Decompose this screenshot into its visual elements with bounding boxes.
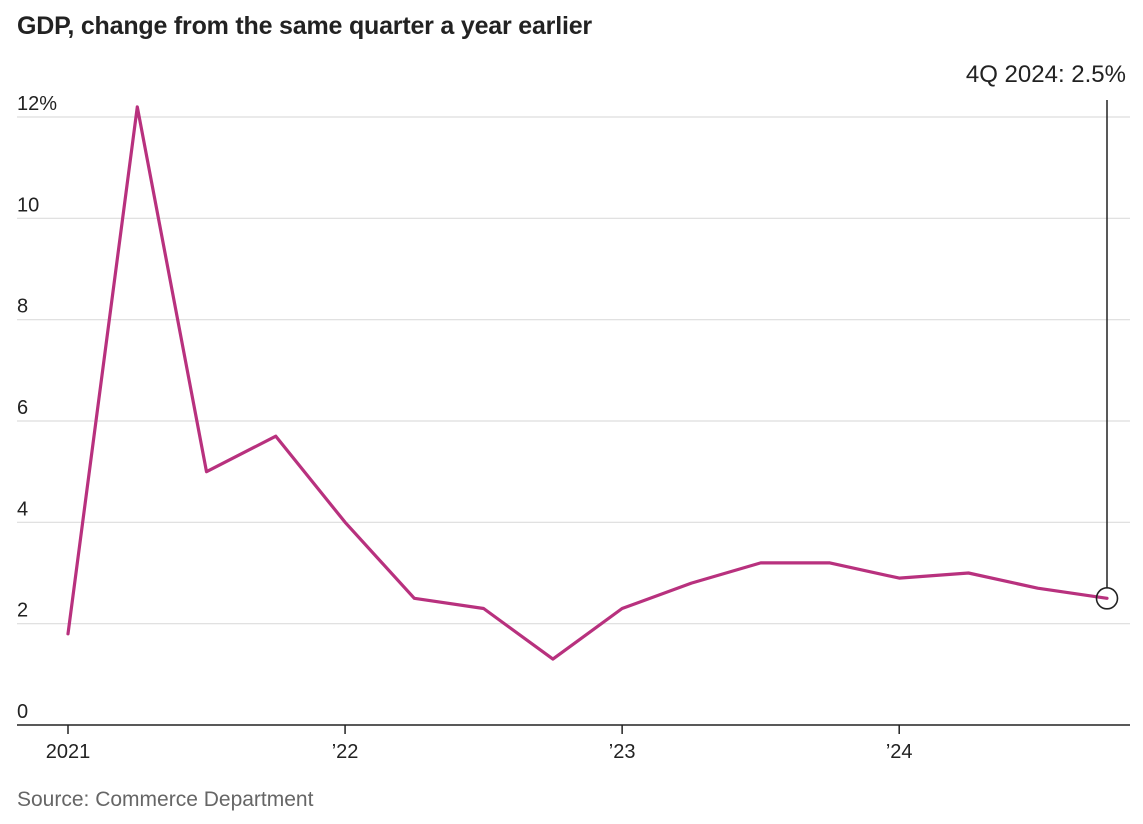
data-point [412, 596, 416, 600]
y-tick-label: 12% [17, 93, 57, 115]
x-tick-label: ’22 [332, 741, 359, 763]
data-point [1036, 586, 1040, 590]
y-tick-label: 8 [17, 296, 28, 318]
data-point [205, 470, 209, 474]
y-tick-label: 2 [17, 600, 28, 622]
series-line [66, 105, 1109, 661]
annotation-label: 4Q 2024: 2.5% [966, 61, 1126, 88]
data-point [343, 520, 347, 524]
y-tick-label: 10 [17, 194, 39, 216]
data-point [828, 561, 832, 565]
data-point [274, 434, 278, 438]
x-tick-label: 2021 [46, 741, 91, 763]
data-point [482, 606, 486, 610]
chart-title: GDP, change from the same quarter a year… [17, 12, 592, 40]
source-note: Source: Commerce Department [17, 788, 314, 811]
data-point [897, 576, 901, 580]
data-point [759, 561, 763, 565]
data-point [966, 571, 970, 575]
data-point [66, 632, 70, 636]
y-tick-label: 6 [17, 397, 28, 419]
annotation-layer: 4Q 2024: 2.5% [966, 61, 1126, 610]
data-point [689, 581, 693, 585]
x-axis-ticks: 2021 ’22 ’23 ’24 [46, 725, 913, 763]
data-point [620, 606, 624, 610]
gridlines [17, 116, 1130, 726]
data-point [1105, 596, 1109, 600]
y-tick-label: 0 [17, 701, 28, 723]
series-layer [66, 105, 1109, 661]
annotation-marker [1095, 587, 1119, 610]
y-tick-label: 4 [17, 498, 28, 520]
x-tick-label: ’24 [886, 741, 913, 763]
y-axis-ticks: 0 2 4 6 8 10 12% [17, 93, 57, 723]
data-point [135, 105, 139, 109]
x-tick-label: ’23 [609, 741, 636, 763]
data-point [551, 657, 555, 661]
